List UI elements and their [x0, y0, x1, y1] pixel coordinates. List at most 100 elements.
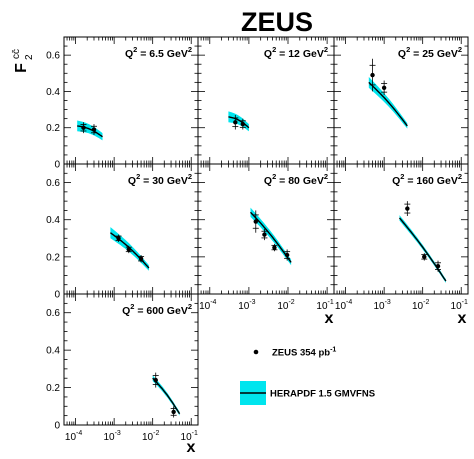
x-axis-label-right: x [458, 310, 467, 327]
legend-band-label: HERAPDF 1.5 GMVFNS [270, 389, 375, 400]
panel-label-part: 2 [406, 45, 410, 54]
x-tick-label: 10-1 [316, 299, 333, 312]
x-tick-label-base: 10 [451, 301, 463, 312]
data-point [81, 125, 86, 130]
panel-label: Q2 = 600 GeV2 [122, 302, 192, 317]
panel-label-part: 2 [458, 172, 462, 181]
x-tick-label-exp: -3 [115, 430, 121, 437]
x-tick-label: 10-2 [277, 299, 294, 312]
x-tick-label-exp: -3 [385, 299, 391, 306]
panel-4: 00.20.40.6 Q2 = 30 GeV2 [46, 163, 199, 301]
x-tick-label-base: 10 [412, 301, 424, 312]
herapdf-curve [77, 125, 103, 138]
panel-label-part: 2 [400, 172, 404, 181]
panel-label: Q2 = 6.5 GeV2 [125, 45, 192, 60]
y-tick-label: 0.4 [46, 87, 60, 98]
herapdf-band [77, 120, 103, 141]
panel-label-part: 2 [458, 45, 462, 54]
herapdf-band [250, 207, 292, 266]
panel-5: 10-4 10-3 10-2 10-1Q2 = 80 GeV2 [197, 163, 335, 312]
panel-3: Q2 = 25 GeV2 [333, 36, 469, 165]
panel-7: 00.20.40.610-4 10-3 10-2 10-1Q2 = 600 GeV2 [46, 293, 199, 443]
data-point [370, 72, 375, 78]
y-tick-label: 0.4 [46, 346, 60, 357]
panel-2: Q2 = 12 GeV2 [197, 36, 335, 165]
panels-group: 00.20.40.6 Q2 = 6.5 GeV2 Q2 = 12 GeV2 Q2 = … [46, 36, 469, 443]
x-tick-label-base: 10 [142, 432, 154, 443]
y-axis-label: F cc̄ 2 [11, 49, 35, 73]
data-point [435, 263, 441, 269]
panel-label-part: 2 [272, 172, 276, 181]
x-tick-label-base: 10 [199, 301, 211, 312]
data-point [91, 127, 97, 132]
y-tick-label: 0.4 [46, 215, 60, 226]
x-tick-label-exp: -2 [153, 430, 159, 437]
x-tick-label-exp: -4 [76, 430, 82, 437]
x-tick-label: 10-3 [238, 299, 255, 312]
data-point [116, 236, 121, 241]
x-tick-label: 10-4 [335, 299, 352, 312]
data-point [138, 256, 144, 261]
panel-6: 10-4 10-3 10-2 10-1Q2 = 160 GeV2 [333, 163, 469, 312]
x-tick-label-exp: -4 [346, 299, 352, 306]
y-axis-label-main: F [13, 63, 30, 73]
y-tick-label: 0 [54, 160, 60, 171]
panel-label: Q2 = 80 GeV2 [264, 172, 328, 187]
panel-label: Q2 = 160 GeV2 [392, 172, 462, 187]
panel-label-part: 2 [188, 172, 192, 181]
panel-label-part: = 600 GeV [134, 305, 187, 317]
panel-label-part: = 160 GeV [404, 175, 457, 187]
x-tick-label-exp: -2 [288, 299, 294, 306]
panel-label-part: Q [398, 48, 406, 60]
x-tick-label: 10-2 [412, 299, 429, 312]
x-tick-label-base: 10 [238, 301, 250, 312]
panel-label-part: 2 [133, 45, 137, 54]
x-tick-label-exp: -1 [328, 299, 334, 306]
y-tick-label: 0 [54, 421, 60, 432]
x-tick-label-base: 10 [181, 432, 193, 443]
panel-label-part: 2 [130, 302, 134, 311]
legend-data-label: ZEUS 354 pb-1 [272, 347, 336, 359]
panel-label: Q2 = 12 GeV2 [264, 45, 328, 60]
y-tick-label: 0.6 [46, 178, 60, 189]
x-tick-label: 10-3 [103, 430, 120, 443]
herapdf-curve [368, 81, 408, 127]
y-tick-label: 0.2 [46, 123, 60, 134]
panel-label-part: 2 [136, 172, 140, 181]
data-point [240, 121, 246, 127]
legend-data-marker [253, 349, 259, 355]
panel-label-part: 2 [324, 45, 328, 54]
legend-data-label-sup: -1 [330, 347, 336, 354]
y-axis-label-sup: cc̄ [11, 49, 22, 59]
x-tick-label-base: 10 [277, 301, 289, 312]
panel-label-part: 2 [272, 45, 276, 54]
x-axis-label-mid: x [325, 310, 334, 327]
herapdf-curve [152, 377, 181, 415]
y-tick-label: 0.2 [46, 252, 60, 263]
data-point [253, 219, 258, 224]
data-point [171, 409, 176, 415]
x-tick-label-base: 10 [65, 432, 77, 443]
legend: ZEUS 354 pb-1 HERAPDF 1.5 GMVFNS [240, 347, 375, 405]
panel-label-part: 2 [324, 172, 328, 181]
x-tick-label-base: 10 [316, 301, 328, 312]
figure-title: ZEUS [241, 7, 313, 37]
x-tick-label: 10-1 [451, 299, 468, 312]
data-point [233, 120, 238, 125]
x-tick-label: 10-4 [199, 299, 216, 312]
panel-label-part: Q [264, 48, 272, 60]
x-tick-label: 10-1 [181, 430, 198, 443]
data-point [422, 254, 427, 260]
data-point [126, 247, 131, 252]
panel-label-part: = 6.5 GeV [137, 48, 188, 60]
x-axis-label-bottom: x [187, 439, 196, 456]
panel-label-part: = 80 GeV [276, 175, 324, 187]
panel-label-part: Q [392, 175, 400, 187]
data-point [272, 245, 277, 250]
y-axis-label-sub: 2 [24, 54, 35, 60]
x-tick-label-exp: -1 [462, 299, 468, 306]
data-point [381, 85, 387, 91]
data-point [284, 252, 290, 258]
